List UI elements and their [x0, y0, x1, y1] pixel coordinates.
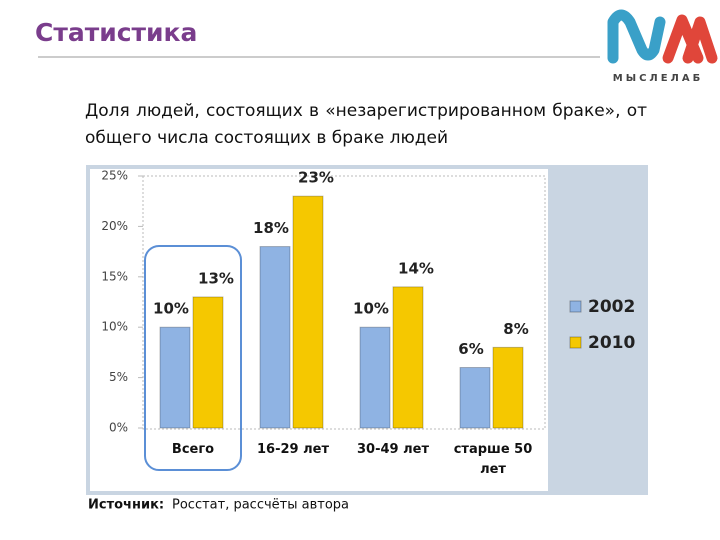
bar [459, 367, 491, 429]
bar [359, 326, 391, 429]
x-tick-label-box: 16-29 лет [257, 442, 329, 457]
data-label: 10% [153, 300, 189, 318]
data-label: 8% [503, 320, 528, 338]
chart: 0% 5% 10% 15% 20% 25% Всего 10% 13% 16-29 лет 18% 2… [101, 169, 635, 478]
data-label: 18% [253, 219, 289, 237]
legend-swatch [569, 300, 582, 313]
y-tick-label: 5% [109, 370, 128, 384]
x-tick-label: Всего [171, 442, 215, 457]
legend-swatch [569, 336, 582, 349]
logo-mark [607, 9, 718, 64]
bar [259, 246, 291, 429]
legend-label: 2002 [588, 297, 635, 317]
logo-text: МЫСЛЕЛАБ [613, 73, 703, 84]
x-tick-label-box: Всего [171, 442, 215, 457]
x-tick-label-box: старше 50 лет [453, 442, 533, 477]
slide-title: Статистика [35, 18, 197, 47]
legend-label: 2010 [588, 333, 635, 353]
x-tick-label-box: 30-49 лет [357, 442, 429, 457]
subtitle: Доля людей, состоящих в «незарегистриров… [85, 101, 647, 148]
source-text: Росстат, рассчёты автора [172, 498, 349, 513]
data-label: 23% [298, 169, 334, 187]
y-tick-label: 10% [101, 320, 128, 334]
data-label: 14% [398, 259, 434, 277]
y-tick-label: 20% [101, 219, 128, 233]
bar [159, 326, 191, 429]
y-tick-label: 25% [101, 169, 128, 183]
bar [492, 346, 524, 429]
bar [192, 296, 224, 429]
x-tick-label: 30-49 лет [357, 442, 429, 457]
x-tick-label: 16-29 лет [257, 442, 329, 457]
plot-area [142, 175, 546, 430]
x-tick-label: старше 50 лет [453, 442, 533, 477]
y-tick-label: 0% [109, 421, 128, 435]
bar [392, 286, 424, 429]
source-label: Источник: [88, 498, 164, 513]
data-label: 13% [198, 269, 234, 287]
data-label: 10% [353, 300, 389, 318]
highlight-box [144, 245, 242, 471]
bar [292, 195, 324, 429]
data-label: 6% [458, 340, 483, 358]
y-tick-label: 15% [101, 269, 128, 283]
